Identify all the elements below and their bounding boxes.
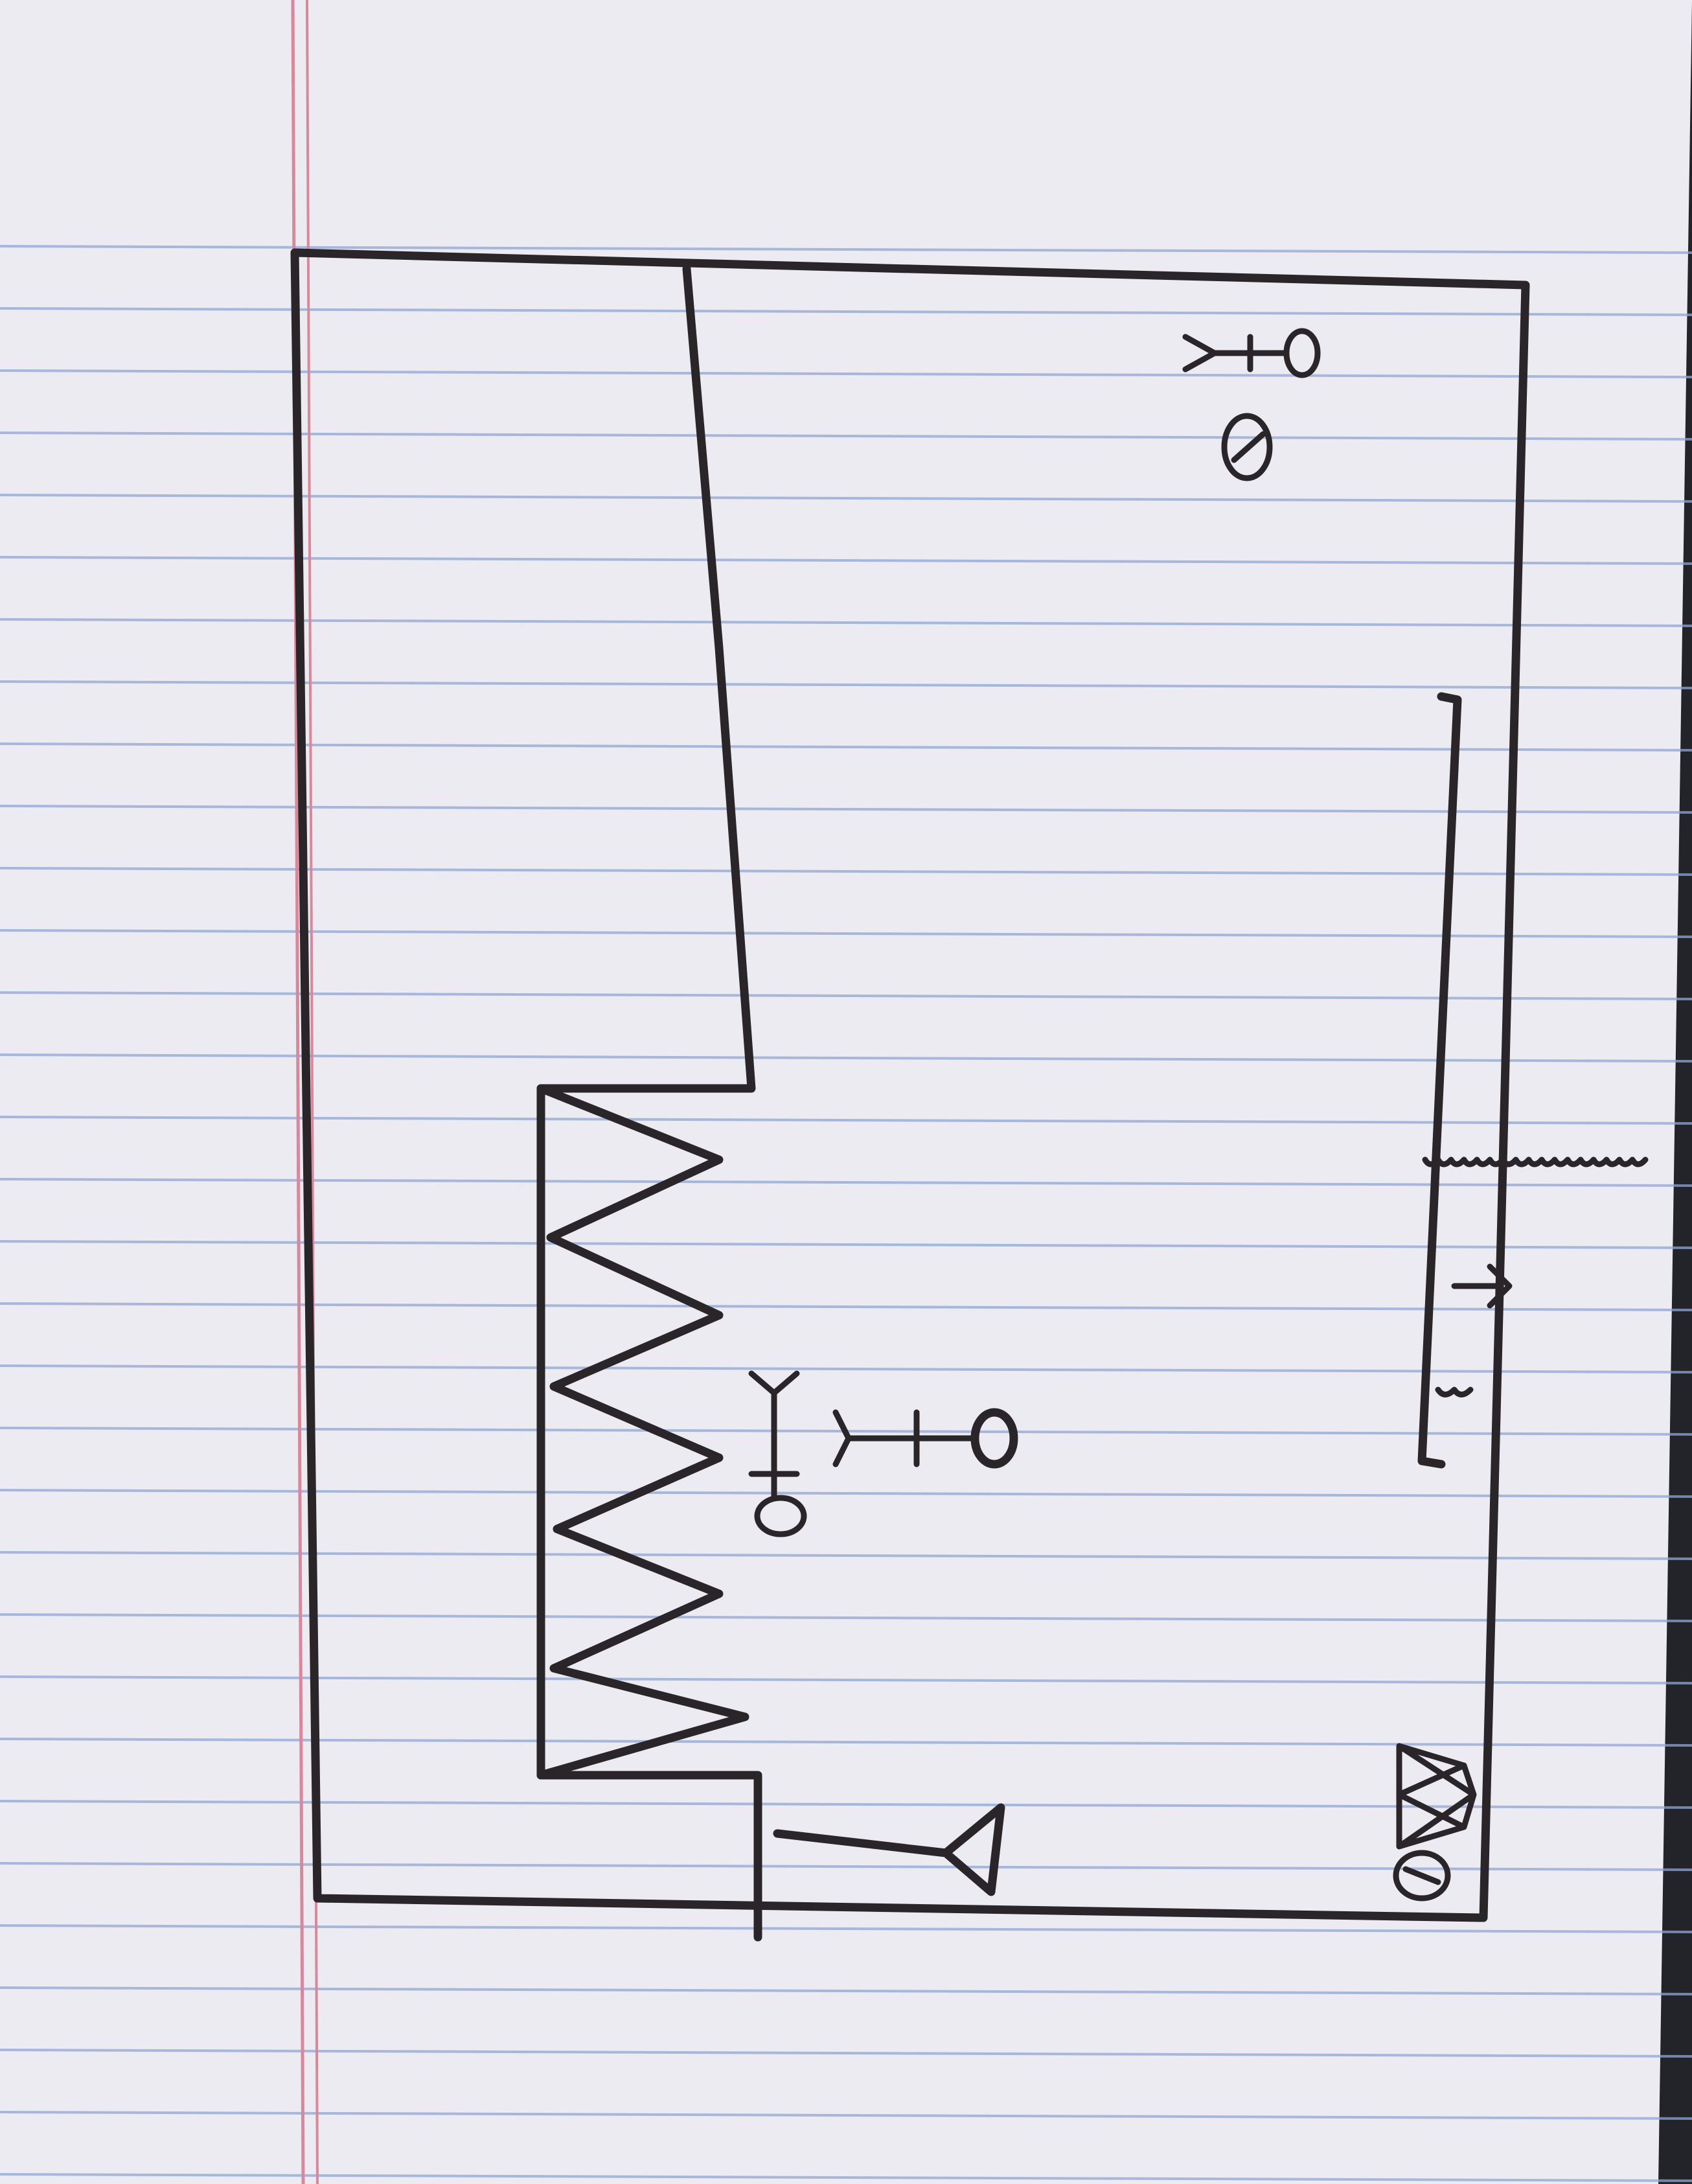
ruled-line — [0, 929, 1692, 938]
ruled-line — [0, 1053, 1692, 1063]
ruled-line — [0, 1675, 1692, 1684]
falling-character — [748, 1370, 807, 1537]
spring-pad — [1422, 1156, 1649, 1397]
player-character — [832, 1408, 1018, 1469]
ruled-line — [0, 1364, 1692, 1374]
ruled-line — [0, 1924, 1692, 1933]
level-frame — [290, 248, 1530, 1922]
enemy-character — [1451, 1263, 1513, 1309]
ruled-line — [0, 1738, 1692, 1747]
floating-ledge — [1417, 692, 1649, 1469]
ruled-line — [0, 1613, 1692, 1622]
ruled-line — [0, 1240, 1692, 1249]
ruled-line — [0, 991, 1692, 1000]
ruled-line — [0, 1986, 1692, 1995]
ruled-line — [0, 556, 1692, 565]
ruled-line — [0, 2111, 1692, 2120]
ruled-line — [0, 1551, 1692, 1560]
goal-flag — [773, 1803, 1005, 1896]
ruled-line — [0, 2173, 1692, 2182]
ruled-line — [0, 1302, 1692, 1311]
spawn-character — [1182, 328, 1321, 481]
ruled-line — [0, 1178, 1692, 1187]
ruled-line — [0, 1800, 1692, 1809]
ruled-line — [0, 742, 1692, 752]
ruled-line — [0, 307, 1692, 316]
spike-pit — [536, 1084, 749, 1780]
ruled-line — [0, 1489, 1692, 1498]
ruled-line — [0, 369, 1692, 378]
ruled-line — [0, 494, 1692, 503]
coin-token-1 — [1221, 413, 1273, 481]
ruled-line — [0, 2049, 1692, 2058]
ruled-line — [0, 805, 1692, 814]
ruled-line — [0, 618, 1692, 627]
ruled-line — [0, 245, 1692, 254]
ruled-line — [0, 431, 1692, 441]
ruled-line — [0, 867, 1692, 876]
coin-token-2 — [1393, 1850, 1451, 1902]
ruled-line — [0, 1116, 1692, 1125]
ruled-line — [0, 680, 1692, 689]
diamond-gem — [1396, 1743, 1477, 1850]
